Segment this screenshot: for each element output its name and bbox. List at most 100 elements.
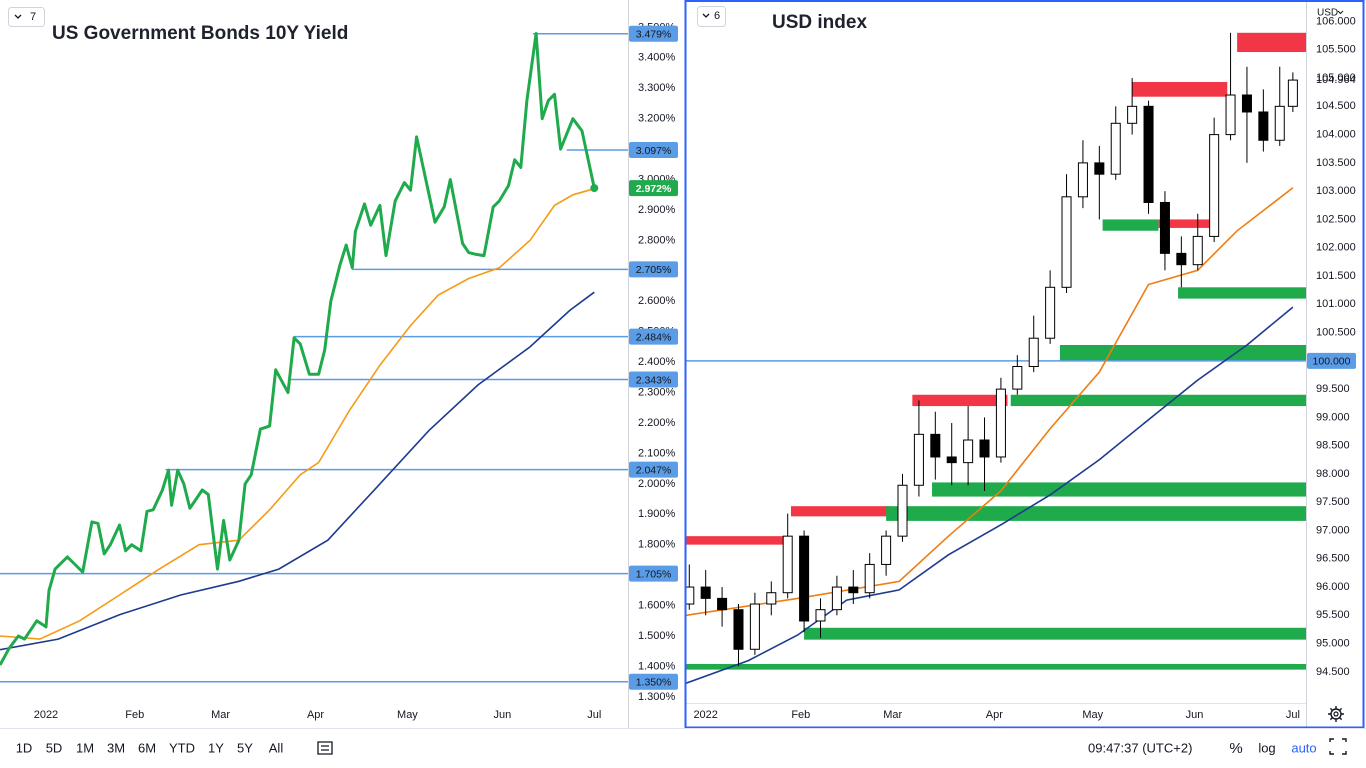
y-tick-label: 1.500% <box>638 630 676 642</box>
range-button[interactable]: All <box>269 740 284 755</box>
range-button[interactable]: 1Y <box>208 740 224 755</box>
y-tick-label: 3.200% <box>638 113 676 125</box>
y-tick-label: 104.500 <box>1316 100 1356 112</box>
range-button[interactable]: 6M <box>138 740 156 755</box>
level-label: 3.097% <box>636 145 672 157</box>
x-tick-label: Jun <box>494 709 512 721</box>
y-tick-label: 1.600% <box>638 600 676 612</box>
pane-number: 6 <box>714 10 720 22</box>
x-tick-label: Apr <box>307 709 324 721</box>
range-button[interactable]: 1M <box>76 740 94 755</box>
y-tick-label: 2.900% <box>638 204 676 216</box>
zone <box>804 627 1306 640</box>
zone <box>886 506 1306 521</box>
range-button[interactable]: 5Y <box>237 740 253 755</box>
candle-body <box>1061 196 1072 288</box>
candle-body <box>700 586 711 599</box>
x-tick-label: Apr <box>986 709 1003 721</box>
pane-badge[interactable]: 7 <box>8 7 45 27</box>
pane-number: 7 <box>30 11 36 23</box>
bottom-toolbar: 1D 5D 1M 3M 6M YTD 1Y 5Y All 09:47:37 (UTC+2)% log… <box>16 738 1347 757</box>
candle-body <box>1028 337 1039 367</box>
zone <box>912 394 1008 407</box>
candle-body <box>831 586 842 611</box>
level-label: 2.343% <box>636 374 672 386</box>
y-tick-label: 106.000 <box>1316 15 1356 27</box>
range-button[interactable]: 5D <box>46 740 63 755</box>
clock: 09:47:37 (UTC+2) <box>1088 740 1192 755</box>
y-tick-label: 98.000 <box>1316 468 1350 480</box>
candle-body <box>717 597 728 611</box>
zone <box>1059 344 1306 361</box>
currency-menu[interactable]: USD <box>1317 8 1338 19</box>
y-tick-label: 99.000 <box>1316 411 1350 423</box>
level-label: 2.972% <box>636 183 672 195</box>
candle-body <box>1094 162 1105 175</box>
level-badge <box>629 261 678 278</box>
level-badge <box>629 328 678 345</box>
x-tick-label: Mar <box>211 709 230 721</box>
y-tick-label: 102.000 <box>1316 242 1356 254</box>
candle-body <box>1287 79 1298 107</box>
y-tick-label: 99.500 <box>1316 383 1350 395</box>
range-button[interactable]: 3M <box>107 740 125 755</box>
plot-right <box>686 32 1306 684</box>
y-tick-label: 104.000 <box>1316 129 1356 141</box>
candle-body <box>881 535 892 565</box>
y-tick-label: 3.400% <box>638 52 676 64</box>
candle-body <box>1225 94 1236 136</box>
zone <box>1237 32 1306 53</box>
level-badge <box>629 673 678 690</box>
y-tick-label: 98.500 <box>1316 440 1350 452</box>
x-tick-label: May <box>397 709 418 721</box>
level-badge <box>1307 352 1356 369</box>
auto-toggle[interactable]: auto <box>1291 740 1316 755</box>
candle-body <box>963 439 974 464</box>
candle-body <box>733 609 744 650</box>
y-tick-label: 100.500 <box>1316 326 1356 338</box>
zone <box>1158 219 1211 228</box>
compare-icon[interactable] <box>317 741 333 755</box>
y-tick-label: 97.000 <box>1316 524 1350 536</box>
candle-body <box>848 586 859 594</box>
percent-toggle[interactable]: % <box>1229 740 1242 757</box>
candle-body <box>1077 162 1088 198</box>
y-tick-label: 101.000 <box>1316 298 1356 310</box>
y-tick-label: 102.500 <box>1316 213 1356 225</box>
pane-badge[interactable]: 6 <box>697 6 726 27</box>
moving-average <box>0 187 595 640</box>
moving-average <box>686 306 1294 684</box>
y-tick-label: 1.900% <box>638 508 676 520</box>
y-tick-label: 95.000 <box>1316 638 1350 650</box>
candle-body <box>686 586 695 605</box>
range-button[interactable]: YTD <box>169 740 195 755</box>
range-button[interactable]: 1D <box>16 740 33 755</box>
candle-body <box>782 535 793 594</box>
y-tick-label: 1.800% <box>638 539 676 551</box>
y-tick-label: 2.600% <box>638 295 676 307</box>
x-tick-label: Mar <box>883 709 902 721</box>
y-tick-label: 2.000% <box>638 478 676 490</box>
candle-body <box>930 433 941 458</box>
log-toggle[interactable]: log <box>1258 740 1275 755</box>
y-tick-label: 1.300% <box>638 691 676 703</box>
candle-body <box>995 388 1006 458</box>
candle-body <box>1159 201 1170 254</box>
settings-icon[interactable] <box>1328 706 1344 722</box>
fullscreen-icon[interactable] <box>1329 738 1347 755</box>
candle-body <box>897 484 908 537</box>
candle-body <box>1274 105 1285 141</box>
x-tick-label: Jul <box>587 709 601 721</box>
level-label: 1.705% <box>636 568 672 580</box>
candle-body <box>946 456 957 464</box>
candle-body <box>1209 134 1220 237</box>
candle-body <box>979 439 990 458</box>
y-tick-label: 101.500 <box>1316 270 1356 282</box>
candle-body <box>1012 365 1023 390</box>
x-tick-label: 2022 <box>34 709 58 721</box>
zone <box>790 506 890 517</box>
y-tick-label: 2.400% <box>638 356 676 368</box>
y-tick-label: 2.200% <box>638 417 676 429</box>
y-tick-label: 103.500 <box>1316 157 1356 169</box>
